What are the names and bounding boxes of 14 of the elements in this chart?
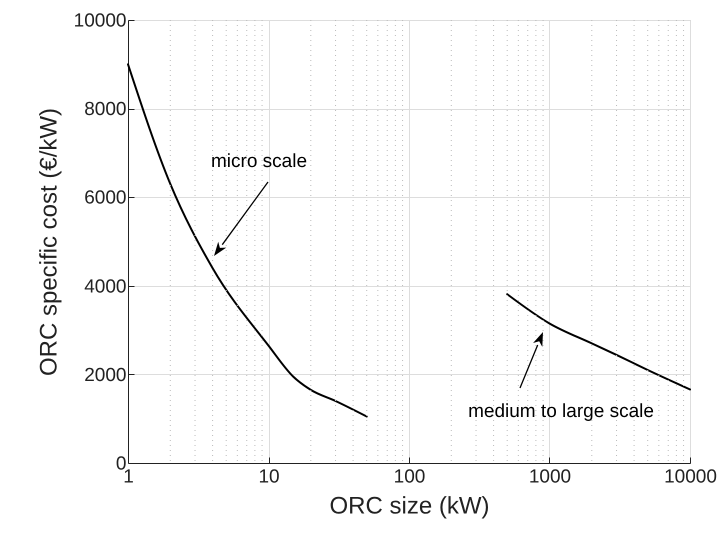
x-axis-title: ORC size (kW) [330, 492, 490, 520]
annotation: micro scale [210, 151, 308, 172]
y-tick-label: 2000 [84, 364, 126, 386]
x-tick-label: 1000 [528, 466, 572, 488]
y-tick-label: 0 [116, 454, 126, 474]
y-axis-title: ORC specific cost (€/kW) [36, 108, 63, 376]
y-tick-label: 4000 [84, 276, 126, 298]
annotation: medium to large scale [468, 401, 654, 422]
x-tick-label: 10 [258, 466, 280, 488]
y-tick-label: 10000 [74, 10, 126, 32]
y-tick-label: 8000 [84, 99, 126, 120]
y-tick-label: 6000 [84, 188, 126, 209]
x-tick-label: 10000 [664, 466, 717, 488]
x-tick-label: 100 [394, 466, 426, 488]
